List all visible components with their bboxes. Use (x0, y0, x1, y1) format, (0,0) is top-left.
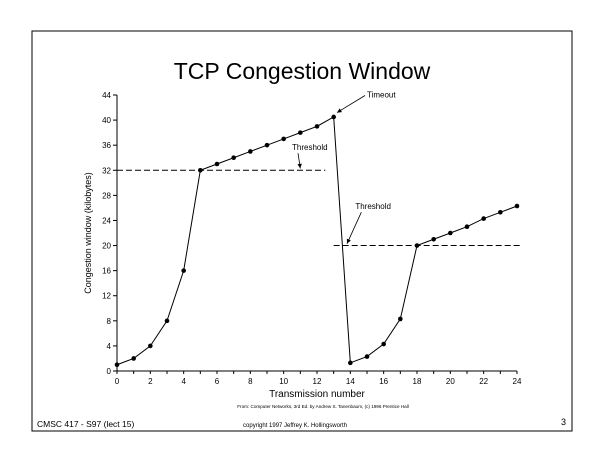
data-point (281, 136, 286, 142)
x-tick-label: 6 (215, 377, 220, 386)
y-tick-label: 24 (102, 216, 111, 225)
x-tick-label: 12 (313, 377, 322, 386)
data-point (331, 114, 336, 120)
y-tick-label: 40 (102, 116, 111, 125)
x-tick-label: 4 (181, 377, 186, 386)
data-point (481, 216, 486, 221)
series-line (116, 116, 518, 366)
data-point (381, 341, 386, 347)
data-point (464, 224, 470, 230)
y-tick-label: 12 (102, 292, 111, 301)
data-point (514, 203, 520, 209)
y-tick-label: 32 (102, 166, 111, 175)
data-point (131, 356, 136, 361)
x-tick-label: 8 (248, 377, 253, 386)
x-tick-label: 14 (346, 377, 355, 386)
footer-course: CMSC 417 - S97 (lect 15) (37, 419, 134, 429)
data-point (398, 316, 403, 322)
timeout-label: Timeout (367, 91, 396, 100)
data-point (414, 243, 420, 248)
data-point (114, 362, 120, 368)
y-axis-label: Congestion window (kilobytes) (83, 172, 93, 294)
threshold-arrowhead (346, 238, 351, 244)
threshold-label: Threshold (355, 202, 391, 211)
page-title: TCP Congestion Window (174, 58, 431, 84)
x-tick-label: 10 (279, 377, 288, 386)
x-tick-label: 2 (148, 377, 153, 386)
x-tick-label: 24 (513, 377, 522, 386)
y-tick-label: 20 (102, 242, 111, 251)
x-tick-label: 20 (446, 377, 455, 386)
data-point (348, 360, 353, 366)
data-point (198, 167, 203, 173)
data-point (231, 155, 236, 161)
threshold-label: Threshold (292, 143, 328, 152)
slide-border (31, 30, 573, 432)
data-series (114, 114, 520, 368)
y-tick-label: 0 (107, 367, 112, 376)
data-point (498, 210, 503, 215)
y-tick-label: 28 (102, 191, 111, 200)
page-number: 3 (561, 417, 566, 427)
data-point (364, 354, 370, 359)
x-tick-label: 22 (479, 377, 488, 386)
timeout-arrowhead (337, 108, 342, 113)
data-point (314, 124, 320, 129)
threshold-arrowhead (297, 163, 302, 169)
y-tick-label: 8 (107, 317, 112, 326)
data-point (248, 149, 253, 154)
y-tick-label: 16 (102, 267, 111, 276)
x-tick-label: 16 (379, 377, 388, 386)
data-point (448, 230, 453, 236)
x-tick-label: 0 (115, 377, 120, 386)
annotations: Timeout (336, 91, 396, 113)
y-tick-label: 36 (102, 141, 111, 150)
data-point (431, 236, 436, 242)
y-tick-label: 4 (107, 342, 112, 351)
threshold-pointer (346, 211, 362, 244)
x-axis-label: Transmission number (269, 389, 365, 400)
data-point (164, 318, 170, 324)
data-point (148, 343, 153, 349)
data-point (264, 142, 270, 148)
timeout-pointer (336, 95, 366, 113)
data-point (298, 130, 303, 135)
data-point (214, 161, 220, 167)
source-citation: From: Computer Networks, 3rd Ed. by Andr… (237, 404, 409, 409)
threshold-lines: Threshold Threshold (117, 143, 522, 247)
y-tick-label: 44 (102, 91, 111, 100)
x-tick-label: 18 (413, 377, 422, 386)
footer-copyright: copyright 1997 Jeffrey K. Hollingsworth (243, 423, 347, 429)
data-point (181, 268, 186, 273)
